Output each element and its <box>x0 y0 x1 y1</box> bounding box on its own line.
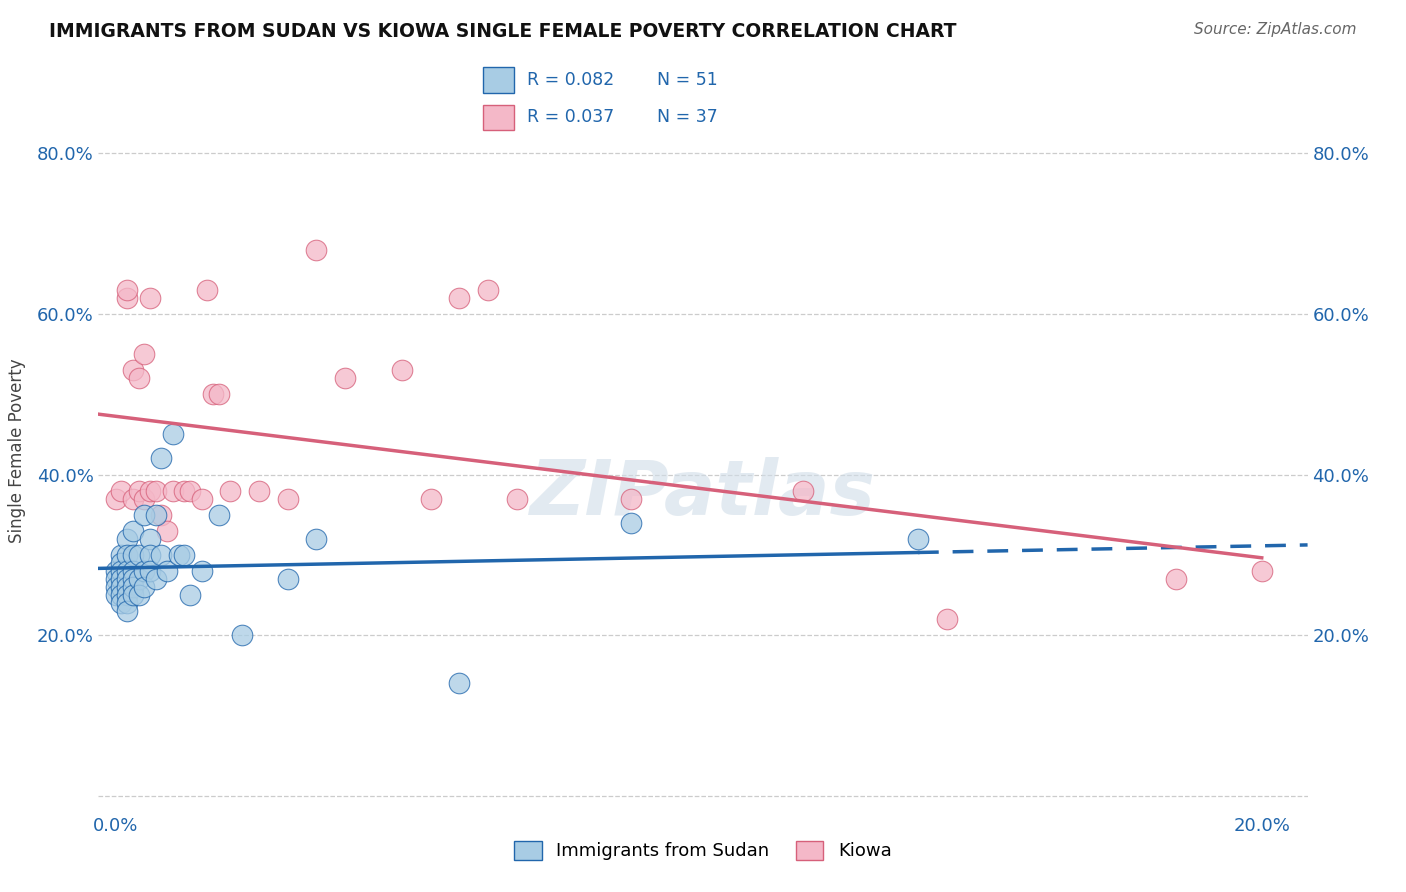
Point <box>173 548 195 562</box>
Point <box>128 588 150 602</box>
Point <box>150 548 173 562</box>
Point <box>195 283 218 297</box>
Point <box>247 483 270 498</box>
Point <box>128 572 150 586</box>
Point <box>134 564 156 578</box>
Point <box>110 596 132 610</box>
Point <box>277 491 299 506</box>
Point <box>110 580 132 594</box>
Point <box>419 491 441 506</box>
FancyBboxPatch shape <box>484 104 515 130</box>
Point <box>145 483 167 498</box>
Point <box>167 548 190 562</box>
Point <box>115 532 138 546</box>
Point <box>134 491 156 506</box>
Point <box>208 508 231 522</box>
Point <box>104 491 127 506</box>
Point <box>162 483 184 498</box>
Point <box>156 564 179 578</box>
Point <box>115 596 138 610</box>
Y-axis label: Single Female Poverty: Single Female Poverty <box>7 359 25 542</box>
Point <box>121 572 143 586</box>
Point <box>208 387 231 401</box>
Point <box>449 676 471 690</box>
Point <box>333 371 356 385</box>
Point <box>139 564 162 578</box>
Point <box>121 564 143 578</box>
Point <box>110 572 132 586</box>
Point <box>121 491 143 506</box>
Text: N = 37: N = 37 <box>657 109 717 127</box>
Point <box>110 588 132 602</box>
Point <box>179 588 201 602</box>
Point <box>115 604 138 618</box>
Point <box>115 564 138 578</box>
Point <box>139 532 162 546</box>
Legend: Immigrants from Sudan, Kiowa: Immigrants from Sudan, Kiowa <box>508 834 898 868</box>
Text: IMMIGRANTS FROM SUDAN VS KIOWA SINGLE FEMALE POVERTY CORRELATION CHART: IMMIGRANTS FROM SUDAN VS KIOWA SINGLE FE… <box>49 22 956 41</box>
Point <box>620 491 643 506</box>
Point <box>121 524 143 538</box>
Point <box>1250 564 1272 578</box>
Text: R = 0.082: R = 0.082 <box>527 70 614 88</box>
Point <box>1164 572 1187 586</box>
Point <box>179 483 201 498</box>
Point <box>134 347 156 361</box>
Point <box>110 548 132 562</box>
Point <box>173 483 195 498</box>
Point <box>115 291 138 305</box>
Point <box>121 548 143 562</box>
Point <box>128 483 150 498</box>
Point <box>935 612 957 626</box>
Point <box>219 483 242 498</box>
Point <box>110 556 132 570</box>
Point <box>305 243 328 257</box>
Point <box>305 532 328 546</box>
Point <box>134 580 156 594</box>
Point <box>115 283 138 297</box>
Point <box>110 564 132 578</box>
Point <box>202 387 225 401</box>
Point <box>156 524 179 538</box>
Point <box>620 516 643 530</box>
Point <box>231 628 253 642</box>
Point <box>115 548 138 562</box>
FancyBboxPatch shape <box>484 67 515 93</box>
Text: R = 0.037: R = 0.037 <box>527 109 614 127</box>
Point <box>104 572 127 586</box>
Point <box>134 508 156 522</box>
Text: N = 51: N = 51 <box>657 70 717 88</box>
Point <box>477 283 499 297</box>
Point <box>792 483 814 498</box>
Point <box>150 508 173 522</box>
Point <box>121 588 143 602</box>
Text: ZIPatlas: ZIPatlas <box>530 457 876 531</box>
Point <box>150 451 173 466</box>
Point <box>121 363 143 377</box>
Point <box>104 564 127 578</box>
Point <box>162 427 184 442</box>
Point <box>139 291 162 305</box>
Point <box>391 363 413 377</box>
Point <box>449 291 471 305</box>
Point <box>128 371 150 385</box>
Point <box>115 588 138 602</box>
Point <box>115 572 138 586</box>
Point <box>110 483 132 498</box>
Point <box>907 532 929 546</box>
Point <box>128 548 150 562</box>
Point <box>506 491 529 506</box>
Point <box>104 588 127 602</box>
Point <box>104 580 127 594</box>
Point <box>121 580 143 594</box>
Point <box>139 548 162 562</box>
Point <box>145 508 167 522</box>
Point <box>277 572 299 586</box>
Point <box>115 580 138 594</box>
Point <box>190 491 212 506</box>
Point <box>145 572 167 586</box>
Point <box>190 564 212 578</box>
Point <box>139 483 162 498</box>
Text: Source: ZipAtlas.com: Source: ZipAtlas.com <box>1194 22 1357 37</box>
